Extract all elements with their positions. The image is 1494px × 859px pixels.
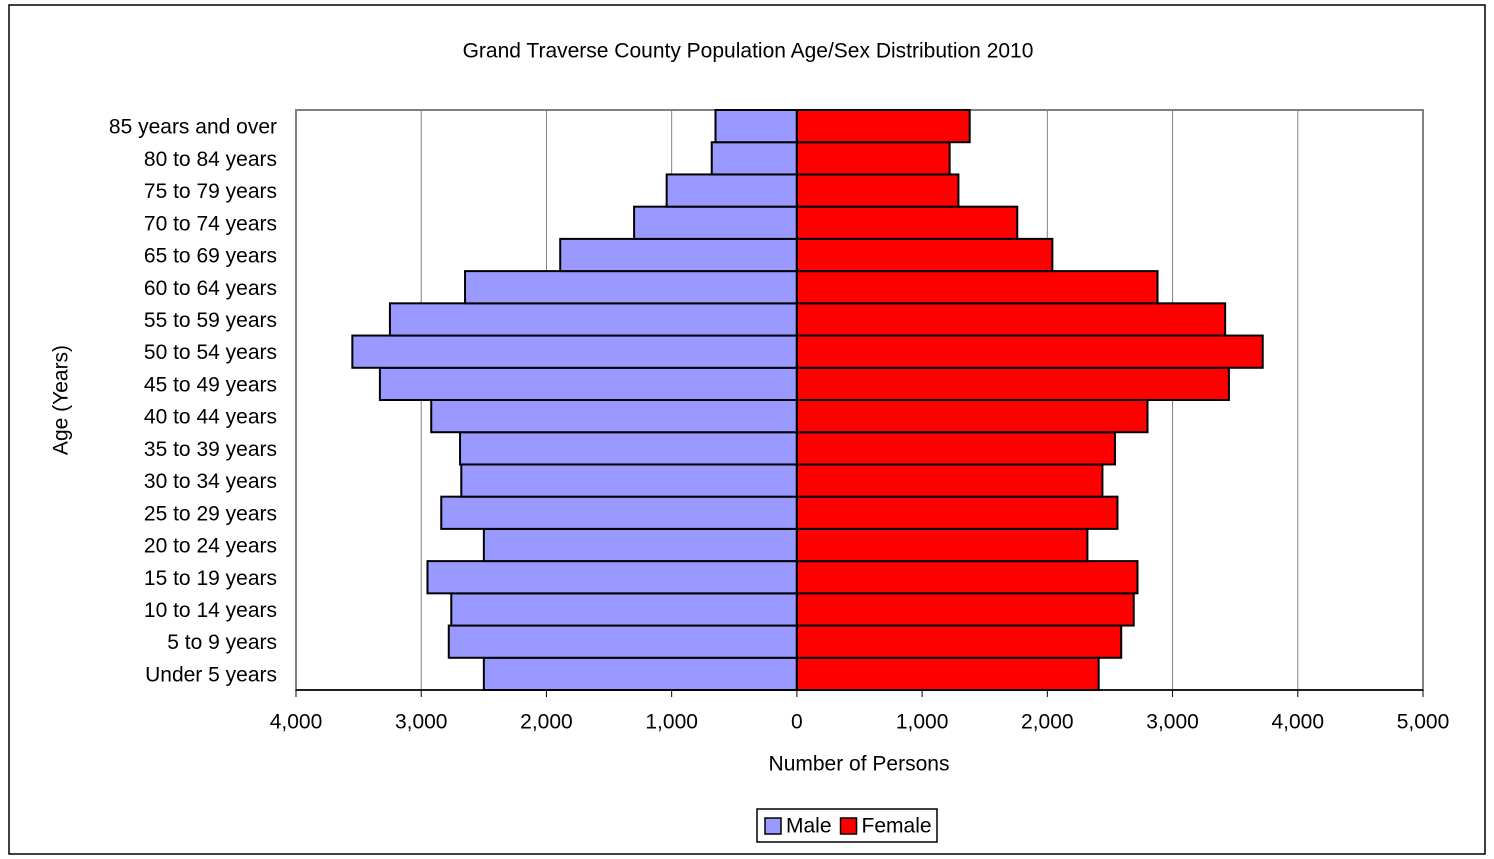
bar xyxy=(795,366,1230,401)
x-tick-label: 0 xyxy=(791,711,803,734)
y-tick-label: 70 to 74 years xyxy=(144,212,277,235)
y-tick-label: 20 to 24 years xyxy=(144,535,277,558)
bar xyxy=(464,270,798,305)
bar xyxy=(795,237,1054,273)
bar xyxy=(795,560,1139,595)
bar xyxy=(430,399,798,434)
x-tick-label: 2,000 xyxy=(1021,711,1074,734)
bar xyxy=(714,109,798,144)
bar xyxy=(559,237,798,273)
bar xyxy=(795,109,971,144)
y-tick-label: 5 to 9 years xyxy=(167,631,277,654)
y-tick-label: 65 to 69 years xyxy=(144,245,277,268)
bar xyxy=(633,205,798,240)
y-tick-label: 60 to 64 years xyxy=(144,277,277,300)
bar xyxy=(795,431,1116,466)
y-tick-label: 45 to 49 years xyxy=(144,373,277,396)
y-tick-label: 80 to 84 years xyxy=(144,148,277,171)
y-tick-label: 25 to 29 years xyxy=(144,502,277,525)
y-tick-label: Under 5 years xyxy=(145,663,277,686)
legend-swatch xyxy=(839,817,858,835)
bar xyxy=(795,399,1149,434)
bar xyxy=(426,560,798,595)
bar xyxy=(440,495,798,530)
legend-label: Female xyxy=(862,815,932,838)
bar xyxy=(795,527,1089,563)
bar xyxy=(795,173,960,208)
bar xyxy=(460,463,798,498)
legend-label: Male xyxy=(786,815,832,838)
bar xyxy=(795,270,1159,305)
x-tick-label: 1,000 xyxy=(645,711,698,734)
y-tick-label: 35 to 39 years xyxy=(144,438,277,461)
bar xyxy=(795,141,951,176)
bar xyxy=(795,463,1104,498)
x-tick-label: 3,000 xyxy=(395,711,448,734)
legend-swatch xyxy=(764,817,782,835)
bar xyxy=(665,173,798,208)
x-tick-label: 2,000 xyxy=(520,711,573,734)
y-tick-label: 85 years and over xyxy=(109,116,277,139)
bar xyxy=(795,334,1264,369)
bar xyxy=(447,624,798,659)
bar xyxy=(482,527,798,563)
y-tick-label: 40 to 44 years xyxy=(144,406,277,429)
x-tick-label: 4,000 xyxy=(270,711,323,734)
bar xyxy=(795,656,1100,691)
y-tick-label: 75 to 79 years xyxy=(144,180,277,203)
bar xyxy=(482,656,798,691)
bar xyxy=(795,302,1227,337)
x-tick-label: 3,000 xyxy=(1146,711,1199,734)
y-tick-label: 55 to 59 years xyxy=(144,309,277,332)
bar xyxy=(459,431,798,466)
y-tick-label: 10 to 14 years xyxy=(144,599,277,622)
bar xyxy=(710,141,798,176)
chart-title: Grand Traverse County Population Age/Sex… xyxy=(463,40,1034,63)
bar xyxy=(795,592,1135,627)
y-tick-label: 15 to 19 years xyxy=(144,567,277,590)
y-tick-label: 50 to 54 years xyxy=(144,341,277,364)
y-axis-label: Age (Years) xyxy=(50,345,73,455)
bar xyxy=(351,334,798,369)
bar xyxy=(795,495,1119,530)
x-tick-label: 1,000 xyxy=(896,711,949,734)
bar xyxy=(795,205,1019,240)
x-tick-label: 5,000 xyxy=(1397,711,1450,734)
bar xyxy=(795,624,1123,659)
bar xyxy=(388,302,798,337)
y-tick-label: 30 to 34 years xyxy=(144,470,277,493)
bar xyxy=(450,592,798,627)
x-tick-label: 4,000 xyxy=(1271,711,1324,734)
bar xyxy=(378,366,798,401)
x-axis-label: Number of Persons xyxy=(769,753,950,776)
